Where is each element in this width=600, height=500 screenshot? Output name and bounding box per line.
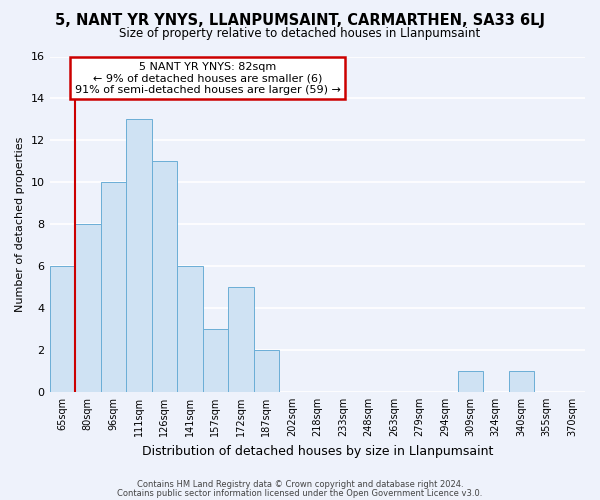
Bar [458,371,483,392]
Bar [203,329,228,392]
Text: Size of property relative to detached houses in Llanpumsaint: Size of property relative to detached ho… [119,28,481,40]
Bar [101,182,126,392]
Text: 5 NANT YR YNYS: 82sqm
← 9% of detached houses are smaller (6)
91% of semi-detach: 5 NANT YR YNYS: 82sqm ← 9% of detached h… [74,62,340,94]
Bar [152,162,177,392]
Bar [126,120,152,392]
Text: Contains public sector information licensed under the Open Government Licence v3: Contains public sector information licen… [118,488,482,498]
Bar [228,287,254,392]
Bar [509,371,534,392]
Bar [50,266,75,392]
Text: 5, NANT YR YNYS, LLANPUMSAINT, CARMARTHEN, SA33 6LJ: 5, NANT YR YNYS, LLANPUMSAINT, CARMARTHE… [55,12,545,28]
X-axis label: Distribution of detached houses by size in Llanpumsaint: Distribution of detached houses by size … [142,444,493,458]
Y-axis label: Number of detached properties: Number of detached properties [15,136,25,312]
Bar [75,224,101,392]
Bar [254,350,279,392]
Bar [177,266,203,392]
Text: Contains HM Land Registry data © Crown copyright and database right 2024.: Contains HM Land Registry data © Crown c… [137,480,463,489]
